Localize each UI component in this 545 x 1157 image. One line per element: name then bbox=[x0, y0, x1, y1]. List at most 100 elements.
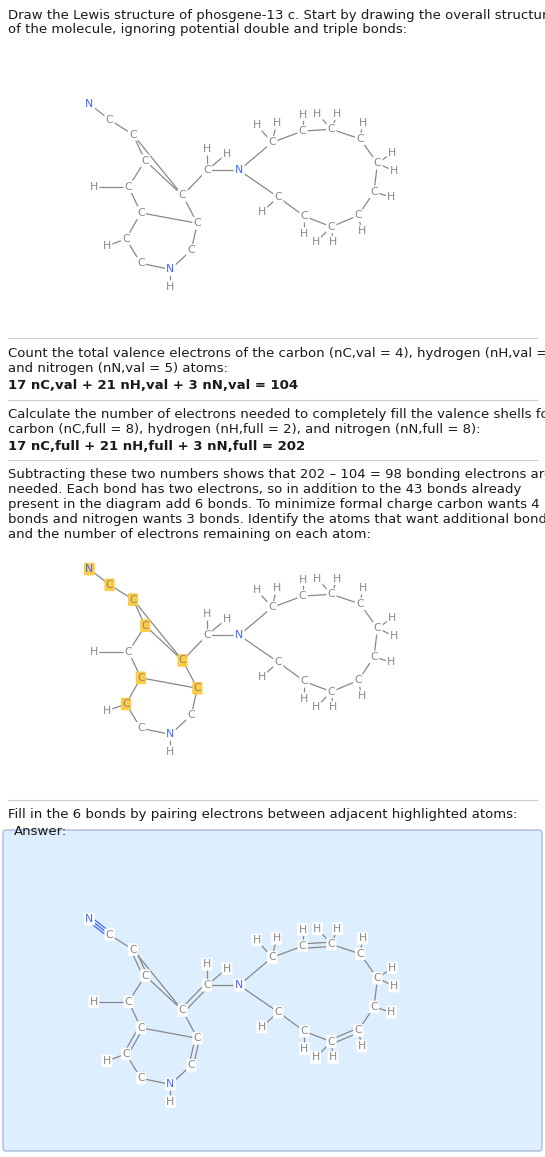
Text: C: C bbox=[370, 1002, 378, 1012]
Text: H: H bbox=[258, 672, 266, 681]
Text: C: C bbox=[125, 647, 132, 657]
Text: of the molecule, ignoring potential double and triple bonds:: of the molecule, ignoring potential doub… bbox=[8, 23, 407, 36]
Text: H: H bbox=[312, 702, 320, 713]
Text: H: H bbox=[390, 631, 398, 641]
Text: H: H bbox=[103, 706, 111, 716]
Text: C: C bbox=[137, 1023, 144, 1033]
Text: H: H bbox=[388, 148, 396, 157]
Text: C: C bbox=[187, 245, 195, 256]
Text: H: H bbox=[390, 981, 398, 992]
Text: H: H bbox=[329, 1053, 337, 1062]
Text: present in the diagram add 6 bonds. To minimize formal charge carbon wants 4: present in the diagram add 6 bonds. To m… bbox=[8, 498, 540, 511]
Text: C: C bbox=[193, 684, 201, 693]
Text: H: H bbox=[300, 229, 308, 238]
Text: C: C bbox=[268, 603, 276, 612]
Text: C: C bbox=[299, 126, 306, 137]
Text: N: N bbox=[235, 980, 243, 990]
Text: and nitrogen (nN,val = 5) atoms:: and nitrogen (nN,val = 5) atoms: bbox=[8, 362, 228, 375]
Text: H: H bbox=[313, 923, 322, 934]
Text: Fill in the 6 bonds by pairing electrons between adjacent highlighted atoms:: Fill in the 6 bonds by pairing electrons… bbox=[8, 808, 517, 821]
Text: C: C bbox=[122, 234, 130, 244]
Text: H: H bbox=[390, 167, 398, 176]
Text: H: H bbox=[313, 574, 322, 583]
Text: H: H bbox=[299, 110, 307, 119]
Text: C: C bbox=[328, 124, 335, 134]
Text: C: C bbox=[193, 1033, 201, 1044]
Text: H: H bbox=[203, 145, 211, 154]
Text: C: C bbox=[203, 631, 211, 640]
Text: C: C bbox=[137, 723, 144, 734]
Text: N: N bbox=[86, 100, 94, 109]
Text: H: H bbox=[312, 1053, 320, 1062]
Text: H: H bbox=[300, 1044, 308, 1054]
Text: C: C bbox=[141, 156, 149, 165]
Text: H: H bbox=[166, 746, 174, 757]
Text: C: C bbox=[141, 971, 149, 981]
Text: C: C bbox=[203, 980, 211, 990]
Text: C: C bbox=[179, 1005, 186, 1016]
Text: H: H bbox=[358, 691, 366, 701]
Text: H: H bbox=[300, 694, 308, 703]
Text: C: C bbox=[328, 939, 335, 950]
Text: H: H bbox=[329, 237, 337, 248]
Text: C: C bbox=[193, 219, 201, 228]
Text: H: H bbox=[313, 109, 322, 119]
Text: H: H bbox=[388, 963, 396, 973]
Text: Count the total valence electrons of the carbon (nC,val = 4), hydrogen (nH,val =: Count the total valence electrons of the… bbox=[8, 347, 545, 360]
Text: H: H bbox=[272, 118, 281, 128]
Text: C: C bbox=[179, 655, 186, 665]
Text: C: C bbox=[106, 930, 113, 939]
Text: Calculate the number of electrons needed to completely fill the valence shells f: Calculate the number of electrons needed… bbox=[8, 408, 545, 421]
Text: C: C bbox=[125, 182, 132, 192]
Text: H: H bbox=[334, 109, 342, 119]
Text: C: C bbox=[122, 699, 130, 709]
Text: H: H bbox=[103, 1056, 111, 1066]
Text: C: C bbox=[328, 1037, 335, 1047]
Text: C: C bbox=[268, 952, 276, 963]
Text: C: C bbox=[106, 115, 113, 125]
Text: N: N bbox=[86, 565, 94, 574]
Text: C: C bbox=[275, 657, 282, 668]
Text: Subtracting these two numbers shows that 202 – 104 = 98 bonding electrons are: Subtracting these two numbers shows that… bbox=[8, 467, 545, 481]
Text: Draw the Lewis structure of phosgene-13 c. Start by drawing the overall structur: Draw the Lewis structure of phosgene-13 … bbox=[8, 9, 545, 22]
Text: N: N bbox=[86, 914, 94, 924]
Text: H: H bbox=[203, 610, 211, 619]
Text: C: C bbox=[129, 130, 137, 140]
Text: C: C bbox=[137, 258, 144, 268]
FancyBboxPatch shape bbox=[3, 830, 542, 1151]
Text: H: H bbox=[359, 118, 367, 128]
Text: C: C bbox=[356, 134, 364, 143]
Text: C: C bbox=[141, 620, 149, 631]
Text: C: C bbox=[299, 591, 306, 600]
Text: C: C bbox=[187, 710, 195, 721]
Text: carbon (nC,full = 8), hydrogen (nH,full = 2), and nitrogen (nN,full = 8):: carbon (nC,full = 8), hydrogen (nH,full … bbox=[8, 423, 481, 436]
Text: C: C bbox=[129, 595, 137, 605]
Text: C: C bbox=[187, 1060, 195, 1070]
Text: C: C bbox=[106, 580, 113, 590]
Text: C: C bbox=[137, 208, 144, 218]
Text: 17 nC,full + 21 nH,full + 3 nN,full = 202: 17 nC,full + 21 nH,full + 3 nN,full = 20… bbox=[8, 440, 305, 454]
Text: C: C bbox=[301, 212, 308, 221]
Text: H: H bbox=[103, 241, 111, 251]
Text: C: C bbox=[275, 192, 282, 202]
Text: C: C bbox=[203, 165, 211, 175]
Text: C: C bbox=[356, 599, 364, 609]
Text: H: H bbox=[359, 583, 367, 594]
Text: C: C bbox=[328, 589, 335, 599]
Text: H: H bbox=[90, 182, 98, 192]
Text: C: C bbox=[179, 191, 186, 200]
Text: C: C bbox=[356, 949, 364, 959]
Text: C: C bbox=[275, 1008, 282, 1017]
Text: C: C bbox=[354, 1025, 362, 1036]
Text: C: C bbox=[122, 1049, 130, 1059]
Text: N: N bbox=[235, 165, 243, 175]
Text: N: N bbox=[235, 631, 243, 640]
Text: C: C bbox=[137, 1074, 144, 1083]
Text: bonds and nitrogen wants 3 bonds. Identify the atoms that want additional bonds: bonds and nitrogen wants 3 bonds. Identi… bbox=[8, 513, 545, 526]
Text: C: C bbox=[129, 944, 137, 955]
Text: H: H bbox=[272, 934, 281, 943]
Text: H: H bbox=[299, 924, 307, 935]
Text: H: H bbox=[203, 959, 211, 970]
Text: C: C bbox=[354, 211, 362, 221]
Text: C: C bbox=[301, 1026, 308, 1037]
